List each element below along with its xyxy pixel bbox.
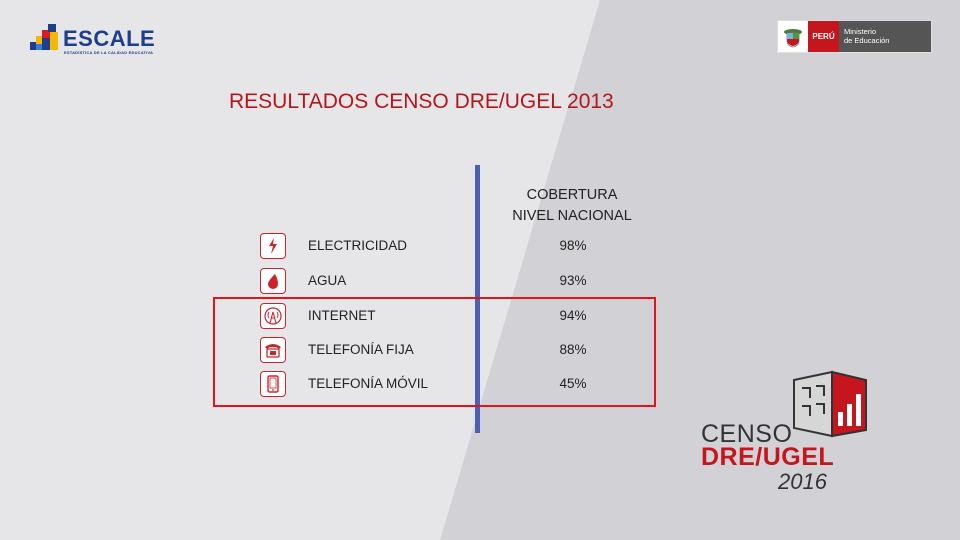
page-title: RESULTADOS CENSO DRE/UGEL 2013	[229, 90, 614, 113]
row-value: 88%	[559, 342, 587, 357]
table-row: TELEFONÍA FIJA 88%	[0, 335, 960, 365]
table-row: TELEFONÍA MÓVIL 45%	[0, 369, 960, 399]
column-header-line-2: NIVEL NACIONAL	[512, 208, 632, 224]
mobile-phone-icon	[260, 371, 286, 397]
table-row: AGUA 93%	[0, 266, 960, 296]
highlight-box	[213, 297, 656, 407]
column-header: COBERTURA NIVEL NACIONAL	[492, 185, 652, 227]
row-label: INTERNET	[308, 308, 376, 323]
row-label: TELEFONÍA FIJA	[308, 342, 414, 357]
escale-wordmark: ESCALE	[63, 26, 156, 51]
water-drop-icon	[260, 268, 286, 294]
row-value: 94%	[559, 308, 587, 323]
table-row: INTERNET 94%	[0, 301, 960, 331]
ministry-name: Ministerio de Educación	[839, 21, 931, 52]
censo-logo-line-2: DRE/UGEL	[701, 443, 835, 471]
escale-stairs-icon	[30, 24, 58, 50]
row-label: ELECTRICIDAD	[308, 238, 408, 253]
column-header-line-1: COBERTURA	[526, 187, 618, 203]
table-row: ELECTRICIDAD 98%	[0, 231, 960, 261]
escale-logo: ESCALE ESTADÍSTICA DE LA CALIDAD EDUCATI…	[30, 24, 160, 64]
antenna-icon	[260, 303, 286, 329]
vertical-divider	[475, 165, 480, 433]
escale-tagline: ESTADÍSTICA DE LA CALIDAD EDUCATIVA	[64, 50, 154, 55]
censo-logo-year: 2016	[778, 469, 827, 494]
ministry-logo: PERÚ Ministerio de Educación	[777, 20, 932, 53]
peru-label: PERÚ	[808, 21, 839, 52]
row-value: 45%	[559, 376, 587, 391]
building-chart-icon	[793, 370, 867, 438]
coat-of-arms-icon	[778, 21, 808, 52]
ministry-line-1: Ministerio	[844, 27, 877, 36]
row-value: 93%	[559, 273, 587, 288]
row-label: TELEFONÍA MÓVIL	[308, 376, 429, 391]
telephone-icon	[260, 337, 286, 363]
censo-logo: CENSO DRE/UGEL 2016	[700, 368, 870, 498]
row-value: 98%	[559, 238, 587, 253]
ministry-line-2: de Educación	[844, 36, 890, 45]
lightning-icon	[260, 233, 286, 259]
censo-logo-line-1: CENSO	[701, 420, 793, 448]
row-label: AGUA	[308, 273, 347, 288]
